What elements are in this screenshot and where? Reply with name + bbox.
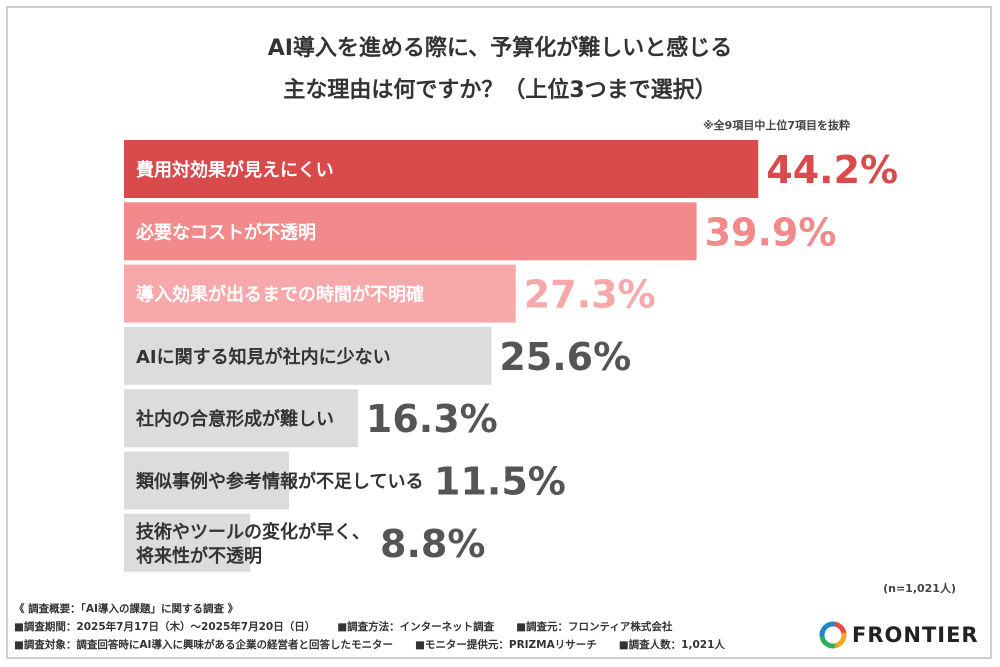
category-label-1: 費用対効果が見えにくい: [136, 159, 334, 181]
sample-size-note: (n=1,021人): [883, 582, 956, 595]
category-label-6: 類似事例や参考情報が不足している: [135, 471, 423, 493]
survey-target: ■調査対象：調査回答時にAI導入に興味がある企業の経営者と回答したモニター: [14, 639, 393, 651]
value-label-2: 39.9%: [705, 210, 837, 254]
survey-provider: ■モニター提供元：PRIZMAリサーチ: [414, 639, 597, 651]
category-label-7-1: 技術やツールの変化が早く、: [136, 521, 370, 543]
category-label-3: 導入効果が出るまでの時間が不明確: [136, 284, 424, 306]
title-line-1: AI導入を進める際に、予算化が難しいと感じる: [267, 36, 733, 61]
value-label-7: 8.8%: [380, 522, 485, 566]
logo-text: FRONTIER: [852, 623, 979, 647]
category-label-5: 社内の合意形成が難しい: [136, 408, 334, 430]
excerpt-note: ※全9項目中上位7項目を抜粋: [702, 119, 850, 132]
category-label-2: 必要なコストが不透明: [135, 221, 316, 243]
value-label-5: 16.3%: [366, 397, 498, 441]
bar-1: [124, 140, 759, 198]
value-label-4: 25.6%: [499, 335, 631, 379]
frontier-logo-icon: [819, 621, 847, 649]
bar-5: [124, 389, 358, 448]
survey-method: ■調査方法：インターネット調査: [337, 621, 495, 633]
bar-2: [124, 202, 697, 261]
bar-4: [124, 326, 492, 385]
value-label-1: 44.2%: [766, 148, 898, 192]
footer-row-1: ■調査期間：2025年7月17日（木）～2025年7月20日（日） ■調査方法：イ…: [14, 618, 747, 636]
survey-period: ■調査期間：2025年7月17日（木）～2025年7月20日（日）: [14, 621, 316, 633]
category-label-4: AIに関する知見が社内に少ない: [136, 346, 391, 368]
chart-title: AI導入を進める際に、予算化が難しいと感じる 主な理由は何ですか？（上位3つまで…: [0, 28, 1000, 112]
bar-chart: 費用対効果が見えにくい 44.2% 必要なコストが不透明 39.9% 導入効果が出るまで…: [124, 140, 898, 572]
survey-footer: 《 調査概要：「AI導入の課題」に関する調査 》 ■調査期間：2025年7月17…: [14, 600, 747, 654]
survey-source: ■調査元：フロンティア株式会社: [516, 621, 673, 633]
value-label-3: 27.3%: [524, 273, 656, 317]
survey-overview: 《 調査概要：「AI導入の課題」に関する調査 》: [14, 603, 239, 615]
footer-row-2: ■調査対象：調査回答時にAI導入に興味がある企業の経営者と回答したモニター ■モニ…: [14, 636, 747, 654]
chart-frame: [6, 6, 992, 659]
survey-count: ■調査人数：1,021人: [618, 639, 725, 651]
frontier-logo: FRONTIER: [818, 620, 979, 650]
bar-7: [124, 513, 251, 572]
bar-6: [124, 451, 290, 510]
bar-3: [124, 264, 516, 323]
value-label-6: 11.5%: [434, 460, 566, 504]
title-line-2: 主な理由は何ですか？（上位3つまで選択）: [283, 78, 717, 103]
category-label-7-2: 将来性が不透明: [136, 545, 262, 567]
